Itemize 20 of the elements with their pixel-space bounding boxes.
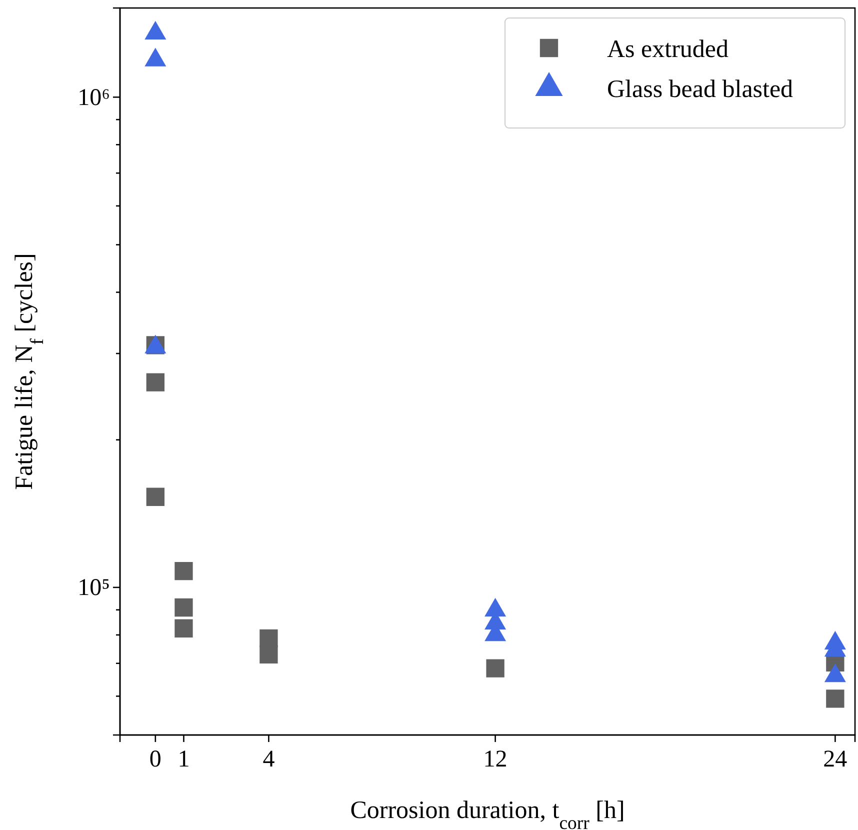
x-tick-label: 12	[483, 746, 508, 773]
y-tick-label: 10⁶	[78, 84, 110, 111]
legend-label: As extruded	[607, 36, 729, 63]
x-axis-title: Corrosion duration, t$_{corr}$ [h]	[350, 797, 625, 830]
point	[174, 619, 193, 638]
point	[174, 562, 193, 580]
point	[144, 20, 166, 40]
point	[144, 48, 166, 66]
x-tick-label: 0	[149, 746, 162, 773]
y-tick-label: 10⁵	[78, 575, 110, 602]
x-tick-label: 1	[178, 746, 190, 773]
point	[486, 659, 504, 678]
point	[826, 690, 844, 708]
point	[174, 598, 193, 617]
x-tick-label: 4	[262, 746, 275, 773]
legend-label: Glass bead blasted	[607, 76, 794, 103]
x-tick-label: 24	[823, 746, 848, 773]
point	[146, 373, 164, 392]
point	[146, 488, 164, 506]
point	[260, 645, 278, 664]
